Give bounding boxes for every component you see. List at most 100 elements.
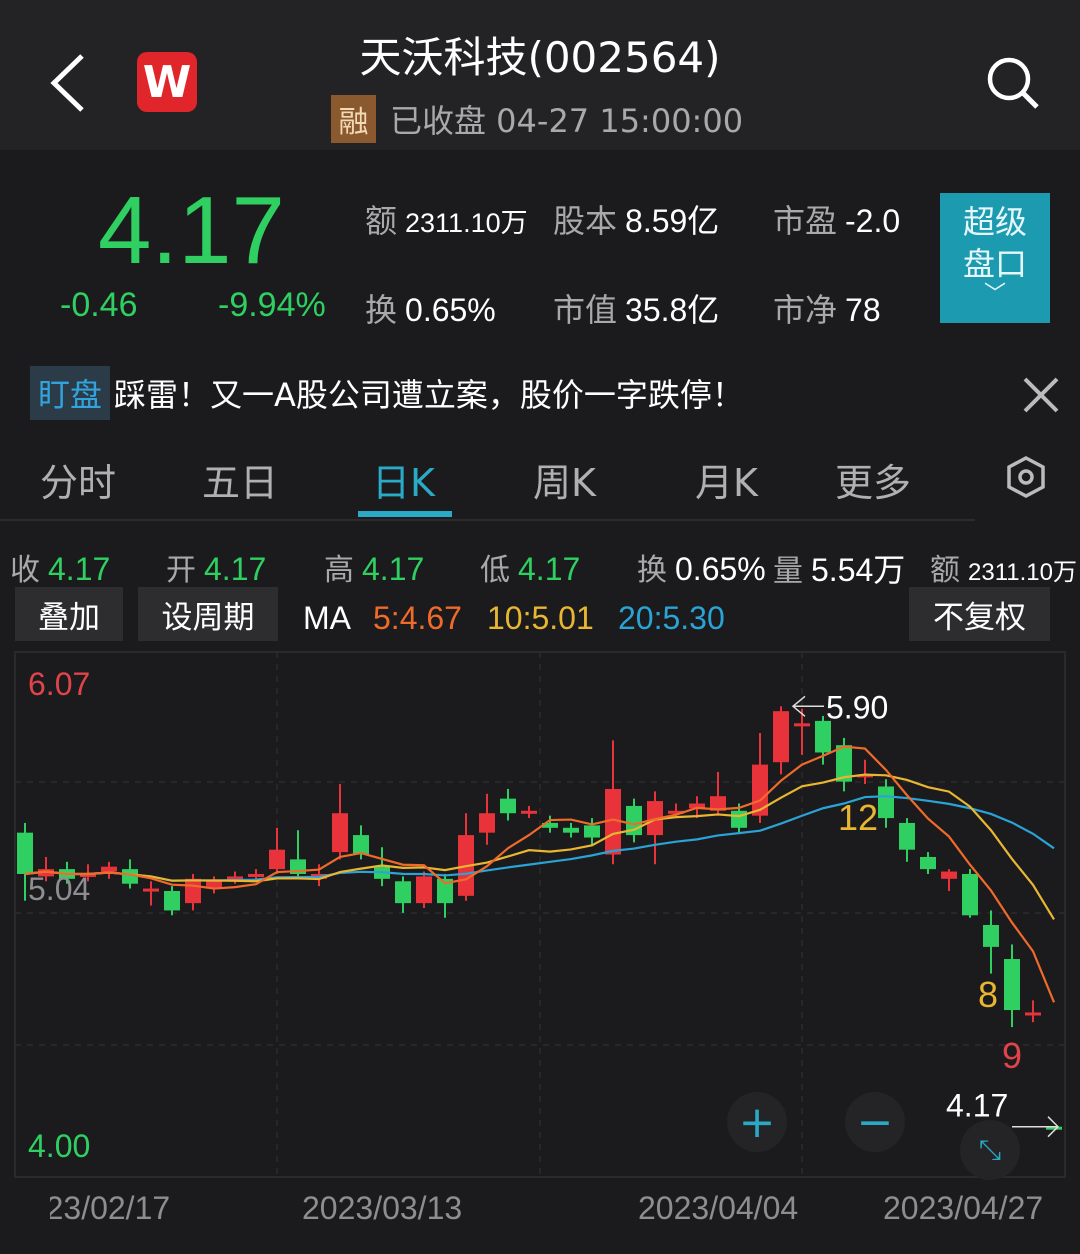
candle-body <box>479 813 495 833</box>
sequence-marker: 9 <box>1002 1035 1022 1076</box>
quote-field: 市盈 -2.0 <box>773 196 900 242</box>
field-value: 2311.10万 <box>405 208 528 238</box>
settings-icon[interactable] <box>1005 455 1047 499</box>
candle-body <box>206 881 222 889</box>
candle-body <box>836 745 852 782</box>
sequence-marker: 8 <box>978 974 998 1015</box>
field-label: 市盈 <box>773 202 838 240</box>
y-max-label: 6.07 <box>28 666 90 702</box>
super-orderbook-button[interactable]: 超级 盘口 ﹀ <box>940 193 1050 323</box>
arrow-right-icon <box>1047 1116 1060 1138</box>
quote-field: 市净 78 <box>773 285 881 331</box>
active-tab-indicator <box>358 511 452 517</box>
stat-value: 4.17 <box>48 551 111 587</box>
candle-body <box>563 827 579 833</box>
tab-4[interactable]: 月K <box>695 461 758 505</box>
candle-body <box>500 798 516 814</box>
stat-value: 2311.10万 <box>968 559 1077 586</box>
candle-body <box>689 803 705 809</box>
price-change: -0.46 <box>60 286 138 324</box>
field-label: 市值 <box>553 291 618 329</box>
candle-body <box>164 890 180 911</box>
news-ticker[interactable]: 盯盘 踩雷！又一A股公司遭立案，股价一字跌停！ <box>30 365 744 421</box>
candle-body <box>437 878 453 904</box>
quote-field: 股本 8.59亿 <box>553 196 719 242</box>
market-status: 融 已收盘 04-27 15:00:00 <box>331 95 743 143</box>
quote-field: 市值 35.8亿 <box>553 285 719 331</box>
stat-item: 高 4.17 <box>324 545 424 589</box>
stat-label: 换 <box>637 553 667 588</box>
candle-body <box>878 786 894 819</box>
y-mid-label: 5.04 <box>28 871 90 907</box>
adjust-button[interactable]: 不复权 <box>909 587 1050 641</box>
stat-item: 换 0.65% <box>637 545 766 589</box>
field-label: 股本 <box>553 202 618 240</box>
x-tick-label: 2023/04/04 <box>638 1190 799 1226</box>
ma5-line <box>24 745 1056 1003</box>
page-title: 天沃科技(002564) <box>359 33 721 82</box>
stat-item: 低 4.17 <box>480 545 580 589</box>
stat-item: 额 2311.10万 <box>930 545 1077 589</box>
candle-body <box>248 873 264 877</box>
stat-value: 4.17 <box>518 551 581 587</box>
button-label: 盘口 <box>962 245 1027 283</box>
candle-body <box>773 711 789 763</box>
fullscreen-button[interactable]: ⤡ <box>960 1120 1020 1180</box>
candle-body <box>101 866 117 872</box>
tab-5[interactable]: 更多 <box>835 461 912 505</box>
zoom-out-button[interactable]: − <box>845 1092 905 1152</box>
app-logo: W <box>137 52 197 112</box>
close-icon[interactable] <box>1022 376 1060 414</box>
minus-icon: − <box>856 1096 894 1148</box>
candle-body <box>983 925 999 947</box>
stat-value: 4.17 <box>204 551 267 587</box>
stat-value: 5.54万 <box>811 552 906 588</box>
candle-body <box>332 813 348 853</box>
candlestick-chart[interactable]: 6.07 5.04 4.00 5.90 4.17 12 89 <box>0 650 1080 1180</box>
candle-body <box>1004 959 1020 1011</box>
tab-3[interactable]: 周K <box>533 461 596 505</box>
arrow-left-icon <box>791 695 806 717</box>
chevron-left-icon[interactable] <box>48 52 88 114</box>
field-value: 8.59亿 <box>625 203 720 239</box>
field-label: 额 <box>365 202 398 240</box>
ma10-value: 10:5.01 <box>487 600 594 636</box>
candle-body <box>1046 1126 1062 1130</box>
set-period-button[interactable]: 设周期 <box>138 587 278 641</box>
tab-1[interactable]: 五日 <box>202 461 279 505</box>
x-tick-label: 2023/04/27 <box>883 1190 1044 1226</box>
sequence-marker: 12 <box>838 797 878 838</box>
field-value: -2.0 <box>845 203 901 239</box>
stat-item: 收 4.17 <box>10 545 110 589</box>
margin-badge: 融 <box>331 95 376 143</box>
stat-label: 开 <box>166 553 196 588</box>
ma5-value: 5:4.67 <box>373 600 462 636</box>
candle-body <box>941 871 957 879</box>
candle-body <box>794 723 810 727</box>
zoom-in-button[interactable]: + <box>727 1092 787 1152</box>
chevron-down-icon: ﹀ <box>983 282 1006 307</box>
stat-label: 量 <box>773 554 803 589</box>
field-value: 78 <box>845 292 881 328</box>
status-text: 已收盘 04-27 15:00:00 <box>390 102 744 140</box>
news-headline[interactable]: 踩雷！又一A股公司遭立案，股价一字跌停！ <box>114 376 744 414</box>
expand-icon: ⤡ <box>978 1133 1002 1166</box>
price-change-pct: -9.94% <box>218 286 326 324</box>
stat-label: 收 <box>10 553 40 588</box>
watch-badge: 盯盘 <box>30 366 111 420</box>
candle-body <box>80 873 96 877</box>
candle-body <box>395 881 411 904</box>
x-tick-label: 2023/03/13 <box>302 1190 463 1226</box>
tab-2[interactable]: 日K <box>372 461 435 505</box>
divider <box>0 519 975 521</box>
candle-body <box>521 810 537 814</box>
y-min-label: 4.00 <box>28 1128 90 1164</box>
overlay-button[interactable]: 叠加 <box>15 587 123 641</box>
candle-body <box>815 720 831 753</box>
candle-body <box>143 888 159 892</box>
stat-item: 开 4.17 <box>166 545 266 589</box>
tab-0[interactable]: 分时 <box>40 461 117 505</box>
search-icon[interactable] <box>985 55 1041 111</box>
candle-body <box>38 869 54 877</box>
